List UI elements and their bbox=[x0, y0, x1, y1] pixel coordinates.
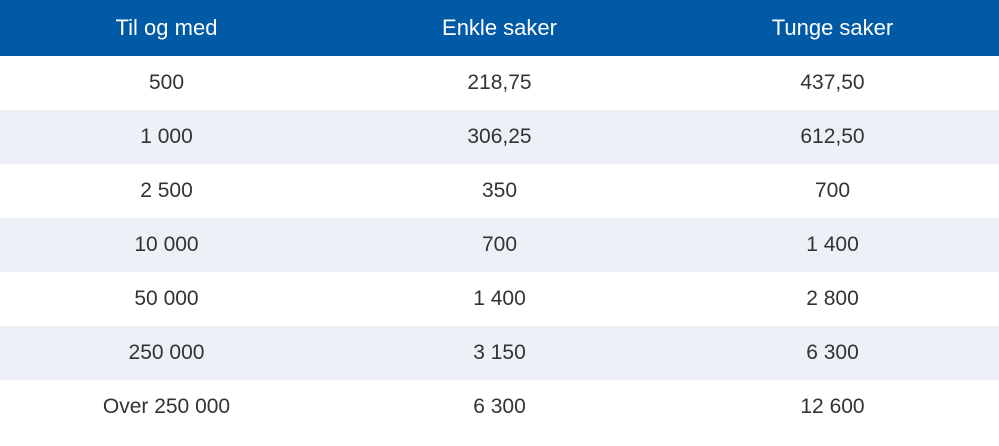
cell-til-og-med: Over 250 000 bbox=[0, 380, 333, 434]
table-row: 50 000 1 400 2 800 bbox=[0, 272, 999, 326]
header-row: Til og med Enkle saker Tunge saker bbox=[0, 0, 999, 56]
cell-enkle-saker: 350 bbox=[333, 164, 666, 218]
cell-til-og-med: 10 000 bbox=[0, 218, 333, 272]
cell-enkle-saker: 3 150 bbox=[333, 326, 666, 380]
table-row: 500 218,75 437,50 bbox=[0, 56, 999, 110]
header-enkle-saker: Enkle saker bbox=[333, 0, 666, 56]
cell-tunge-saker: 612,50 bbox=[666, 110, 999, 164]
table-row: 10 000 700 1 400 bbox=[0, 218, 999, 272]
cell-tunge-saker: 6 300 bbox=[666, 326, 999, 380]
cell-til-og-med: 50 000 bbox=[0, 272, 333, 326]
fee-table: Til og med Enkle saker Tunge saker 500 2… bbox=[0, 0, 999, 434]
cell-tunge-saker: 1 400 bbox=[666, 218, 999, 272]
cell-enkle-saker: 1 400 bbox=[333, 272, 666, 326]
cell-tunge-saker: 437,50 bbox=[666, 56, 999, 110]
cell-enkle-saker: 700 bbox=[333, 218, 666, 272]
cell-tunge-saker: 2 800 bbox=[666, 272, 999, 326]
table-row: 2 500 350 700 bbox=[0, 164, 999, 218]
cell-til-og-med: 1 000 bbox=[0, 110, 333, 164]
cell-tunge-saker: 700 bbox=[666, 164, 999, 218]
cell-til-og-med: 500 bbox=[0, 56, 333, 110]
table-header: Til og med Enkle saker Tunge saker bbox=[0, 0, 999, 56]
cell-til-og-med: 2 500 bbox=[0, 164, 333, 218]
table-row: Over 250 000 6 300 12 600 bbox=[0, 380, 999, 434]
cell-tunge-saker: 12 600 bbox=[666, 380, 999, 434]
header-tunge-saker: Tunge saker bbox=[666, 0, 999, 56]
table-body: 500 218,75 437,50 1 000 306,25 612,50 2 … bbox=[0, 56, 999, 434]
cell-enkle-saker: 218,75 bbox=[333, 56, 666, 110]
header-til-og-med: Til og med bbox=[0, 0, 333, 56]
table-row: 1 000 306,25 612,50 bbox=[0, 110, 999, 164]
table-row: 250 000 3 150 6 300 bbox=[0, 326, 999, 380]
cell-enkle-saker: 6 300 bbox=[333, 380, 666, 434]
cell-til-og-med: 250 000 bbox=[0, 326, 333, 380]
cell-enkle-saker: 306,25 bbox=[333, 110, 666, 164]
